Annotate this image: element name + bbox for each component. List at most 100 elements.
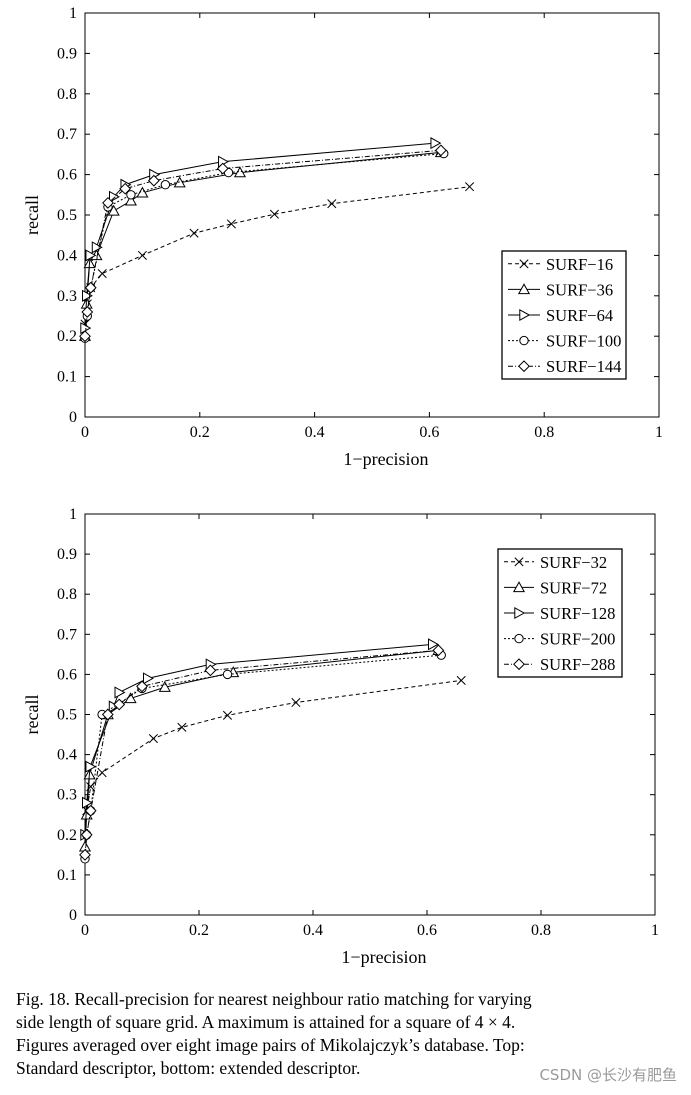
- legend: SURF−32 SURF−72 SURF−128 SURF−200 SURF−288: [497, 548, 623, 678]
- series-line: [84, 649, 439, 855]
- legend-label: SURF−128: [540, 604, 615, 623]
- data-point: [226, 219, 236, 229]
- data-point: [102, 196, 114, 209]
- data-point: [216, 162, 229, 175]
- data-point: [432, 644, 445, 657]
- legend-marker: [518, 360, 530, 373]
- x-tick-label: 1: [655, 424, 663, 441]
- series-SURF−72: [78, 644, 445, 852]
- data-point: [97, 768, 107, 778]
- y-tick-label: 0.9: [57, 546, 77, 563]
- y-axis-label: recall: [22, 695, 42, 735]
- watermark: CSDN @长沙有肥鱼: [539, 1066, 677, 1084]
- data-point: [126, 190, 136, 200]
- caption-line-2: side length of square grid. A maximum is…: [16, 1012, 516, 1032]
- y-tick-label: 0.6: [57, 666, 77, 683]
- legend-marker: [519, 308, 531, 322]
- series-line: [84, 679, 462, 835]
- data-point: [189, 228, 199, 238]
- series-line: [84, 643, 433, 835]
- y-tick-label: 0.2: [57, 827, 77, 844]
- legend-marker: [519, 259, 529, 269]
- legend-label: SURF−100: [546, 332, 621, 351]
- y-tick-label: 0.4: [57, 247, 77, 264]
- figure-caption: Fig. 18. Recall-precision for nearest ne…: [16, 988, 676, 1080]
- data-point: [84, 804, 97, 817]
- series-SURF−128: [80, 638, 439, 841]
- chart-bottom: 0 0.2 0.4 0.6 0.8 1 0 0.1 0.2 0.3 0.4 0.5 0.6 0.7 0.8 0…: [22, 506, 659, 967]
- y-tick-label: 0.3: [57, 288, 77, 305]
- data-point: [137, 250, 147, 260]
- y-tick-label: 0.1: [57, 867, 77, 884]
- legend-label: SURF−288: [540, 655, 615, 674]
- legend-marker: [514, 606, 526, 620]
- data-point: [456, 675, 466, 685]
- data-point: [177, 722, 187, 732]
- x-tick-label: 0.2: [190, 424, 210, 441]
- data-point: [434, 144, 447, 157]
- chart-top: 0 0.2 0.4 0.6 0.8 1 0 0.1 0.2 0.3 0.4 0.5 0.6 0.7 0.8 0…: [22, 5, 663, 469]
- data-point: [85, 760, 97, 773]
- data-point: [82, 796, 93, 809]
- legend-label: SURF−64: [546, 306, 613, 325]
- data-point: [80, 828, 93, 841]
- series-line: [84, 649, 439, 847]
- series-SURF−32: [80, 675, 466, 840]
- series-line: [84, 153, 444, 339]
- legend-marker: [512, 581, 526, 593]
- data-point: [204, 664, 217, 677]
- data-point: [97, 269, 107, 279]
- data-point: [291, 697, 301, 708]
- series-SURF−100: [80, 148, 449, 343]
- series-SURF−288: [79, 644, 445, 861]
- data-point: [79, 330, 91, 343]
- series-SURF−144: [79, 144, 447, 343]
- data-point: [147, 174, 160, 187]
- legend-label: SURF−144: [546, 357, 621, 376]
- x-tick-label: 0.4: [305, 424, 325, 441]
- caption-line-1: Fig. 18. Recall-precision for nearest ne…: [16, 989, 532, 1009]
- series-SURF−36: [78, 146, 447, 341]
- data-point: [85, 249, 97, 262]
- y-tick-label: 0.9: [57, 45, 77, 62]
- y-tick-label: 1: [69, 506, 77, 523]
- y-tick-label: 0.2: [57, 328, 77, 345]
- data-point: [428, 638, 439, 651]
- legend-label: SURF−72: [540, 578, 607, 597]
- data-point: [119, 182, 132, 195]
- data-point: [430, 137, 442, 150]
- x-tick-label: 0: [81, 424, 89, 441]
- legend-marker: [513, 658, 525, 671]
- y-tick-label: 0.8: [57, 86, 77, 103]
- data-point: [79, 848, 91, 861]
- y-tick-label: 0.4: [57, 747, 77, 764]
- data-point: [143, 672, 154, 685]
- caption-line-4: Standard descriptor, bottom: extended de…: [16, 1058, 361, 1078]
- data-point: [81, 306, 94, 318]
- legend-label: SURF−32: [540, 553, 607, 572]
- y-tick-label: 0.6: [57, 167, 77, 184]
- data-point: [107, 204, 120, 216]
- x-tick-label: 0.6: [419, 424, 439, 441]
- legend-label: SURF−16: [546, 255, 613, 274]
- data-point: [91, 241, 103, 254]
- legend-marker: [519, 335, 529, 346]
- y-tick-label: 0.1: [57, 369, 77, 386]
- series-line: [84, 149, 441, 337]
- y-tick-label: 0.3: [57, 787, 77, 804]
- x-tick-label: 1: [651, 922, 659, 939]
- y-tick-label: 1: [69, 5, 77, 22]
- legend-marker: [514, 557, 524, 567]
- data-point: [222, 669, 233, 680]
- data-point: [136, 680, 148, 693]
- x-tick-label: 0.8: [534, 424, 554, 441]
- data-point: [80, 322, 92, 335]
- legend-marker: [514, 633, 524, 644]
- data-point: [82, 289, 93, 302]
- data-point: [158, 680, 171, 692]
- legend-label: SURF−36: [546, 280, 613, 299]
- data-point: [148, 734, 158, 744]
- legend: SURF−16 SURF−36 SURF−64 SURF−100 SURF−144: [501, 250, 627, 380]
- data-point: [124, 194, 137, 206]
